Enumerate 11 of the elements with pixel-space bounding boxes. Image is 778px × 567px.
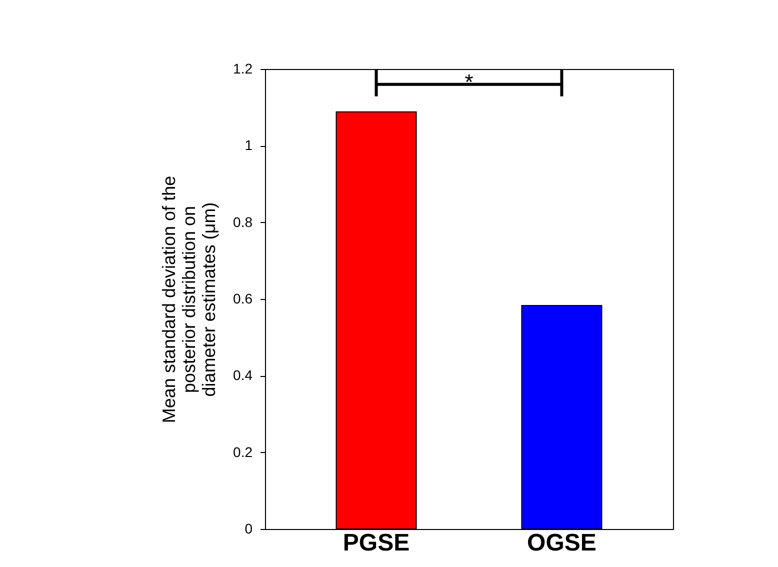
y-tick-label: 1.2 xyxy=(233,60,253,76)
y-tick-label: 0.6 xyxy=(233,290,253,306)
x-tick-label: PGSE xyxy=(342,530,410,556)
y-tick-label: 0.2 xyxy=(233,444,253,460)
y-axis-title: Mean standard deviation of the posterior distribution on diameter estimates (μm) xyxy=(159,176,220,424)
y-tick-label: 1 xyxy=(244,137,253,154)
y-tick-label: 0.4 xyxy=(233,367,253,384)
y-tick-label: 0.8 xyxy=(233,214,253,230)
annotation: * xyxy=(464,69,474,94)
x-tick-label: OGSE xyxy=(527,530,596,556)
y-tick-label: 0 xyxy=(244,520,253,536)
